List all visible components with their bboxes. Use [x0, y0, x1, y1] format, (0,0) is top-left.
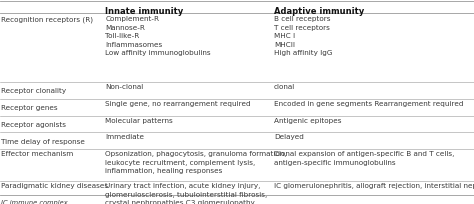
- Text: IC immune complex.: IC immune complex.: [1, 199, 70, 204]
- Text: Recognition receptors (R): Recognition receptors (R): [1, 16, 93, 23]
- Text: Encoded in gene segments Rearrangement required: Encoded in gene segments Rearrangement r…: [274, 100, 464, 106]
- Text: B cell receptors
T cell receptors
MHC I
MHCII
High affinity IgG: B cell receptors T cell receptors MHC I …: [274, 16, 332, 56]
- Text: Urinary tract infection, acute kidney injury,
glomerulosclerosis, tubulointersti: Urinary tract infection, acute kidney in…: [105, 182, 267, 204]
- Text: Clonal expansion of antigen-specific B and T cells,
antigen-specific immunoglobu: Clonal expansion of antigen-specific B a…: [274, 151, 455, 165]
- Text: Receptor genes: Receptor genes: [1, 105, 57, 111]
- Text: Single gene, no rearrangement required: Single gene, no rearrangement required: [105, 100, 251, 106]
- Text: Innate immunity: Innate immunity: [105, 7, 183, 16]
- Text: Antigenic epitopes: Antigenic epitopes: [274, 117, 341, 123]
- Text: Effector mechanism: Effector mechanism: [1, 151, 73, 156]
- Text: Immediate: Immediate: [105, 134, 144, 140]
- Text: Complement-R
Mannose-R
Toll-like-R
Inflammasomes
Low affinity immunoglobulins: Complement-R Mannose-R Toll-like-R Infla…: [105, 16, 211, 56]
- Text: Molecular patterns: Molecular patterns: [105, 117, 173, 123]
- Text: Delayed: Delayed: [274, 134, 304, 140]
- Text: Time delay of response: Time delay of response: [1, 138, 85, 144]
- Text: Receptor agonists: Receptor agonists: [1, 121, 66, 128]
- Text: Non-clonal: Non-clonal: [105, 84, 144, 90]
- Text: IC glomerulonephritis, allograft rejection, interstitial nephritis: IC glomerulonephritis, allograft rejecti…: [274, 182, 474, 188]
- Text: Adaptive immunity: Adaptive immunity: [274, 7, 364, 16]
- Text: clonal: clonal: [274, 84, 295, 90]
- Text: Opsonization, phagocytosis, granuloma formation,
leukocyte recruitment, compleme: Opsonization, phagocytosis, granuloma fo…: [105, 151, 287, 173]
- Text: Paradigmatic kidney diseases: Paradigmatic kidney diseases: [1, 182, 108, 188]
- Text: Receptor clonality: Receptor clonality: [1, 88, 66, 94]
